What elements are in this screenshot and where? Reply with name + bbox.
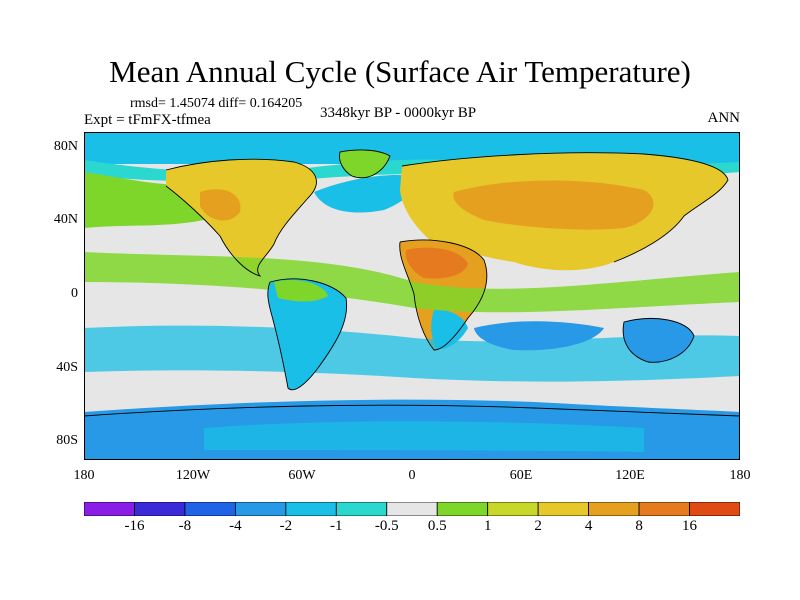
colorbar-swatch (638, 502, 690, 516)
australia-anomaly (623, 318, 694, 363)
colorbar-label: 8 (635, 518, 643, 534)
colorbar-swatch (184, 502, 236, 516)
lat-label-0: 0 (71, 286, 78, 301)
lon-label-180w: 180 (73, 468, 95, 483)
colorbar-label: 16 (682, 518, 698, 534)
colorbar-swatch (134, 502, 186, 516)
colorbar-swatch (84, 502, 135, 516)
colorbar-label: -16 (124, 518, 145, 534)
greenland-anomaly (339, 149, 390, 178)
lon-label-120e: 120E (615, 468, 645, 483)
lat-label-40n: 40N (53, 212, 78, 227)
lat-label-80s: 80S (56, 433, 78, 448)
colorbar-label: 4 (584, 518, 593, 534)
season-label: ANN (707, 110, 741, 126)
lon-label-0: 0 (408, 468, 416, 483)
colorbar-swatch (335, 502, 388, 516)
colorbar-swatch (285, 502, 337, 516)
colorbar-swatch (588, 502, 640, 516)
colorbar-label: -8 (178, 518, 192, 534)
map-border (84, 132, 740, 460)
colorbar-label: -4 (229, 518, 242, 534)
sahara-warm-core (405, 247, 468, 279)
colorbar-label: 2 (534, 518, 542, 534)
coastlines (84, 149, 740, 417)
colorbar-swatch (436, 502, 489, 516)
colorbar (84, 502, 740, 516)
colorbar-label: -0.5 (374, 518, 399, 534)
rmsd-diff-stats: rmsd= 1.45074 diff= 0.164205 (130, 96, 303, 111)
lon-label-60e: 60E (509, 468, 533, 483)
colorbar-swatch (689, 502, 740, 516)
colorbar-label: -2 (279, 518, 293, 534)
lat-label-80n: 80N (53, 139, 78, 154)
colorbar-swatch (234, 502, 287, 516)
north-america-warm-core (200, 189, 241, 221)
lon-label-60w: 60W (288, 468, 316, 483)
chart-title: Mean Annual Cycle (Surface Air Temperatu… (109, 54, 691, 89)
colorbar-swatch (386, 502, 438, 516)
indian-ocean-anomaly (474, 321, 604, 351)
north-america-anomaly (166, 159, 317, 276)
lat-label-40s: 40S (56, 360, 78, 375)
lon-label-120w: 120W (175, 468, 211, 483)
experiment-label: Expt = tFmFX-tfmea (84, 112, 211, 128)
antarctic-interior-anomaly (204, 421, 644, 452)
time-period-label: 3348kyr BP - 0000kyr BP (320, 105, 477, 121)
colorbar-label: -1 (330, 518, 343, 534)
world-temperature-map (84, 132, 740, 460)
lon-label-180e: 180 (729, 468, 751, 483)
amazon-anomaly (274, 279, 328, 302)
colorbar-swatch (537, 502, 590, 516)
colorbar-label: 1 (483, 518, 492, 534)
colorbar-swatch (487, 502, 539, 516)
asia-warm-core (453, 180, 654, 230)
tropical-anomaly-band (84, 252, 740, 313)
north-atlantic-anomaly (314, 174, 415, 213)
southern-africa-anomaly (431, 309, 468, 349)
colorbar-label: 0.5 (427, 518, 447, 534)
